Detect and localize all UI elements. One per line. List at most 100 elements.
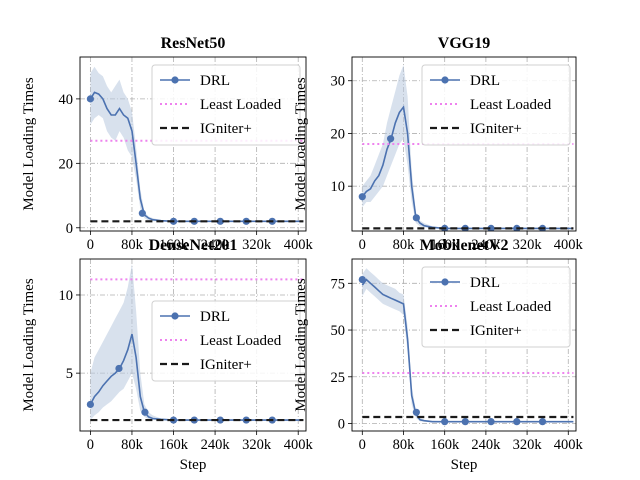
axes-frame <box>351 56 577 232</box>
legend-label: Least Loaded <box>200 333 282 349</box>
drl-marker <box>216 217 224 225</box>
y-tick-label: 50 <box>331 323 346 339</box>
drl-marker <box>461 418 469 426</box>
drl-marker <box>216 416 224 424</box>
legend-drl-marker <box>171 312 179 320</box>
x-tick-label: 400k <box>554 437 584 453</box>
drl-marker <box>141 408 149 416</box>
drl-marker <box>86 400 94 409</box>
legend-label: IGniter+ <box>470 121 522 137</box>
x-tick-label: 400k <box>284 237 314 253</box>
x-tick-label: 0 <box>87 237 94 253</box>
chart-panel-1: 0 80k 160k 240k 320k 400k 0 20 40 Model Loading T… <box>21 35 313 253</box>
y-axis-label: Model Loading Times <box>293 77 309 211</box>
legend-label: IGniter+ <box>200 121 252 137</box>
y-tick-label: 10 <box>59 288 74 304</box>
legend-box <box>151 64 301 146</box>
drl-marker <box>487 418 495 426</box>
y-tick-label: 20 <box>331 126 346 142</box>
legend: DRL Least Loaded IGniter+ <box>151 300 301 382</box>
x-tick-label: 80k <box>121 437 144 453</box>
drl-marker <box>513 418 521 426</box>
legend-drl-marker <box>441 76 449 84</box>
x-tick-label: 160k <box>430 437 460 453</box>
y-axis-label: Model Loading Times <box>21 77 37 211</box>
plot-area <box>86 263 304 424</box>
legend: DRL Least Loaded IGniter+ <box>421 266 571 348</box>
x-tick-label: 320k <box>513 437 543 453</box>
x-tick-label: 320k <box>513 237 543 253</box>
drl-marker <box>86 95 94 103</box>
drl-marker <box>441 418 449 426</box>
chart-panel-4: 0 80k 160k 240k 320k 400k 0 25 50 75 Model Loading… <box>293 237 584 473</box>
drl-series-line <box>361 278 574 423</box>
legend: DRL Least Loaded IGniter+ <box>421 64 571 146</box>
x-tick-label: 400k <box>554 237 584 253</box>
legend-box <box>421 64 571 146</box>
chart-title: DenseNet201 <box>149 237 238 254</box>
x-tick-label: 0 <box>359 437 366 453</box>
legend-label: IGniter+ <box>470 323 522 339</box>
y-tick-label: 0 <box>338 417 345 433</box>
x-tick-label: 80k <box>393 237 416 253</box>
x-tick-label: 0 <box>87 437 94 453</box>
y-axis-label: Model Loading Times <box>21 278 37 412</box>
x-tick-label: 0 <box>359 237 366 253</box>
y-tick-label: 20 <box>59 156 74 172</box>
legend-label: DRL <box>200 309 230 325</box>
x-tick-label: 400k <box>284 437 314 453</box>
drl-marker <box>387 135 395 143</box>
legend-drl-marker <box>441 278 449 286</box>
legend-label: Least Loaded <box>470 299 552 315</box>
legend-label: Least Loaded <box>200 97 282 113</box>
y-axis-label: Model Loading Times <box>293 278 309 412</box>
x-tick-label: 160k <box>159 237 189 253</box>
legend-label: DRL <box>200 73 230 89</box>
drl-variance-band <box>362 268 574 422</box>
axes-frame <box>79 258 307 432</box>
x-tick-label: 160k <box>430 237 460 253</box>
x-axis-label: Step <box>180 457 207 473</box>
axes-frame <box>351 258 577 432</box>
plot-area <box>358 268 574 426</box>
drl-marker <box>412 408 420 416</box>
axes-frame <box>79 56 307 232</box>
drl-marker <box>412 214 420 222</box>
chart-title: VGG19 <box>438 35 490 52</box>
legend-label: Least Loaded <box>470 97 552 113</box>
y-tick-label: 5 <box>66 366 73 382</box>
x-tick-label: 80k <box>393 437 416 453</box>
y-tick-label: 75 <box>331 276 346 292</box>
legend-label: IGniter+ <box>200 357 252 373</box>
x-tick-label: 80k <box>121 237 144 253</box>
legend-drl-marker <box>171 76 179 84</box>
x-tick-label: 240k <box>201 237 231 253</box>
chart-panel-3: 0 80k 160k 240k 320k 400k 5 10 Model Loading Tim… <box>21 237 313 473</box>
legend-label: DRL <box>470 275 500 291</box>
x-tick-label: 240k <box>471 237 501 253</box>
legend-box <box>421 266 571 348</box>
y-tick-label: 10 <box>331 179 346 195</box>
x-tick-label: 240k <box>201 437 231 453</box>
y-tick-label: 30 <box>331 74 346 90</box>
y-tick-label: 25 <box>331 370 346 386</box>
chart-title: MobilenetV2 <box>420 237 509 254</box>
drl-marker <box>138 209 146 217</box>
legend-box <box>151 300 301 382</box>
x-tick-label: 320k <box>242 237 272 253</box>
chart-panel-2: 0 80k 160k 240k 320k 400k 10 20 30 Model Loading … <box>293 35 584 253</box>
drl-marker <box>115 364 123 373</box>
legend: DRL Least Loaded IGniter+ <box>151 64 301 146</box>
legend-label: DRL <box>470 73 500 89</box>
drl-marker <box>538 418 547 426</box>
chart-title: ResNet50 <box>161 35 226 52</box>
x-tick-label: 320k <box>242 437 272 453</box>
drl-marker <box>358 275 366 284</box>
y-tick-label: 40 <box>59 92 74 108</box>
x-axis-label: Step <box>451 457 478 473</box>
drl-marker <box>358 193 366 201</box>
x-tick-label: 160k <box>159 437 189 453</box>
x-tick-label: 240k <box>471 437 501 453</box>
y-tick-label: 0 <box>66 221 73 237</box>
